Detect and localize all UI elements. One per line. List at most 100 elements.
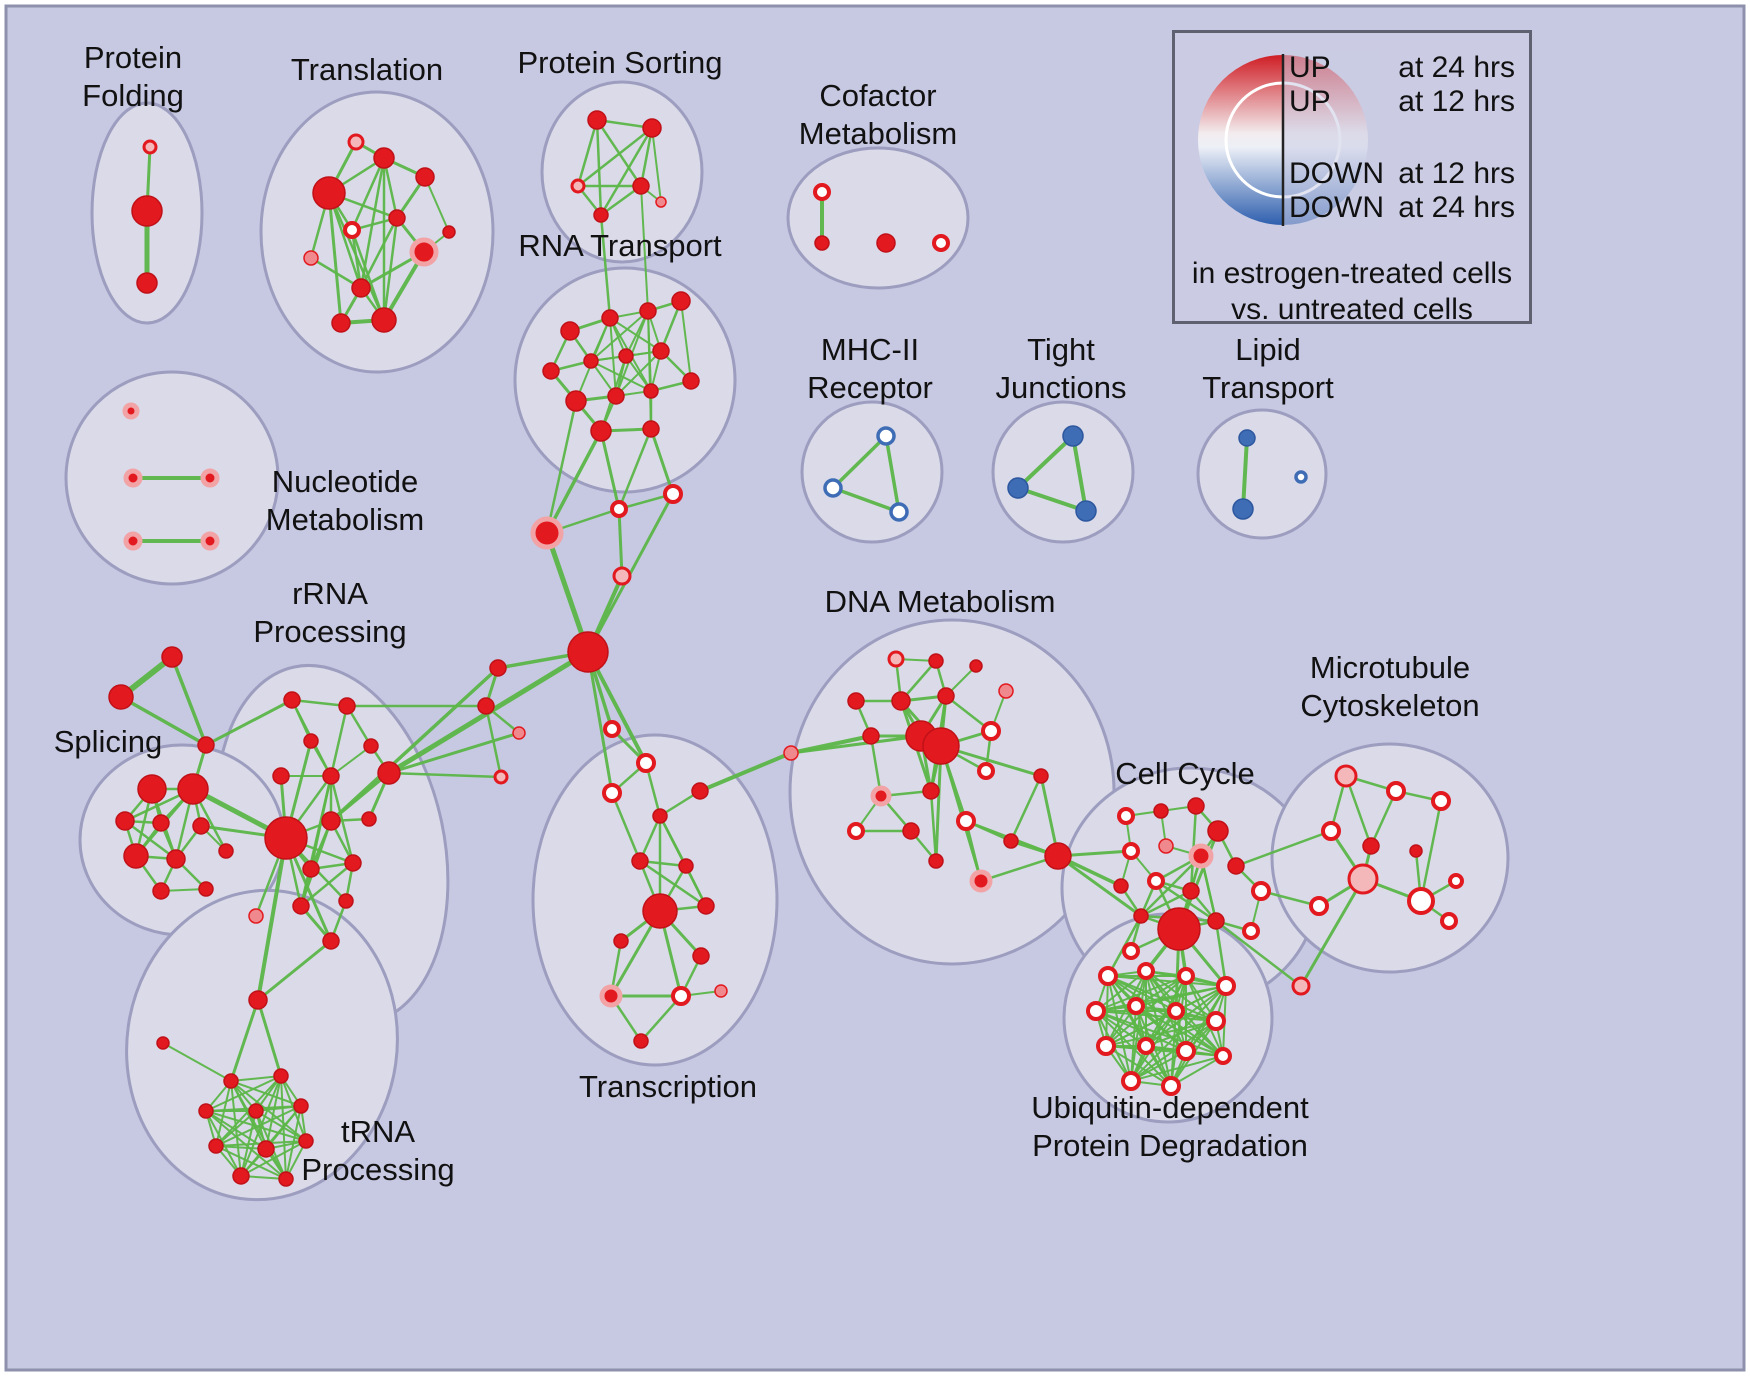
edge-hub10-hub7 — [484, 704, 503, 779]
node-mc10 — [1448, 873, 1464, 889]
node-dm7 — [998, 683, 1014, 699]
edge-tn10-tn11 — [240, 1140, 307, 1177]
cluster-label-protein-folding: Folding — [82, 78, 184, 113]
edge-tc12-tc14 — [639, 994, 683, 1043]
edge-mh2-mh3 — [831, 486, 901, 514]
legend-direction-label: DOWN — [1289, 191, 1384, 224]
node-ps3 — [570, 178, 586, 194]
cluster-label-tight-junctions: Junctions — [996, 370, 1127, 405]
node-rr10 — [361, 811, 377, 827]
node-ub13 — [1121, 1071, 1141, 1091]
cluster-label-mhc-ii-receptor: MHC-II — [821, 332, 919, 367]
edge-tr7-tr9 — [359, 216, 399, 290]
node-tc7 — [642, 893, 678, 929]
legend-time-label: at 24 hrs — [1398, 191, 1515, 224]
node-dm14 — [977, 762, 995, 780]
cluster-label-trna-processing: Processing — [301, 1152, 454, 1187]
edge-ub7-ub9 — [1105, 1010, 1177, 1047]
edge-rr8-tn1 — [256, 836, 288, 1002]
node-tn2 — [156, 1036, 170, 1050]
legend-glyph — [1198, 51, 1379, 229]
node-hub2 — [612, 566, 632, 586]
edge-ps6-ps2 — [651, 127, 662, 203]
node-tc14 — [633, 1033, 649, 1049]
edge-tr5-tr12 — [424, 176, 450, 233]
cluster-trna-processing — [125, 888, 399, 1202]
node-cc9 — [1113, 878, 1129, 894]
cluster-label-dna-metabolism: DNA Metabolism — [825, 584, 1056, 619]
node-pf3 — [136, 272, 158, 294]
node-ub14 — [1161, 1076, 1181, 1096]
node-rr3 — [303, 733, 319, 749]
node-ub3 — [1177, 967, 1195, 985]
cluster-label-lipid-transport: Transport — [1202, 370, 1334, 405]
edge-ub3-ub12 — [1185, 975, 1224, 1057]
node-dm6 — [937, 687, 955, 705]
edge-ub1-ub4 — [1107, 975, 1227, 987]
edge-tc3-link1 — [698, 751, 793, 793]
node-cm4 — [932, 234, 950, 252]
edge-mh1-mh3 — [884, 434, 901, 514]
node-rr2 — [338, 697, 356, 715]
node-tr12 — [442, 225, 456, 239]
edge-ub5-ub8 — [1095, 1010, 1217, 1022]
edge-mc5-mc2 — [1369, 789, 1398, 848]
edge-tc1-tc5 — [610, 791, 642, 863]
cluster-label-cofactor-metabolism: Metabolism — [799, 116, 958, 151]
edge-dm13-dm19 — [929, 789, 938, 863]
edge-tn4-tn5 — [205, 1075, 282, 1112]
node-cc17 — [1122, 942, 1140, 960]
node-ps6 — [655, 196, 667, 208]
edge-ps2-ps3 — [576, 126, 654, 188]
cluster-label-nucleotide-metabolism: Metabolism — [266, 502, 425, 537]
node-tr2 — [303, 250, 319, 266]
node-dm8 — [862, 727, 880, 745]
cluster-label-transcription: Transcription — [579, 1069, 757, 1104]
node-dm10 — [922, 727, 960, 765]
edge-ft1-ft3 — [170, 655, 208, 747]
node-rt8 — [652, 342, 670, 360]
node-hub1 — [567, 631, 609, 673]
edge-tn4-tn9 — [265, 1075, 282, 1150]
cluster-label-microtubule-cytoskeleton: Microtubule — [1310, 650, 1470, 685]
node-cc7 — [1188, 843, 1214, 869]
edge-tr10-tr1 — [327, 191, 343, 325]
edge-rr2-rr6 — [329, 704, 349, 778]
node-hub8 — [512, 726, 526, 740]
node-tc6 — [678, 858, 694, 874]
node-cc8 — [1227, 857, 1245, 875]
node-dm17 — [902, 822, 920, 840]
edge-ps5-rt2 — [599, 213, 612, 320]
legend-row: DOWN at 24 hrs — [1289, 191, 1515, 225]
node-ps4 — [632, 177, 650, 195]
node-cclink — [1044, 842, 1072, 870]
node-tc4 — [652, 808, 668, 824]
edge-ub8-ub9 — [1105, 1020, 1217, 1047]
node-tr9 — [351, 278, 371, 298]
edge-rr7-hub10 — [387, 771, 503, 779]
cluster-label-ubiquitin-degradation: Ubiquitin-dependent — [1031, 1090, 1309, 1125]
node-ub6 — [1127, 997, 1145, 1015]
node-rt4 — [671, 291, 691, 311]
node-cc11 — [1182, 882, 1200, 900]
edge-tr7-tr11 — [382, 216, 399, 322]
edge-cc15-ub4 — [1214, 919, 1228, 988]
node-dm2 — [928, 653, 944, 669]
edge-rr1-rr2 — [290, 698, 349, 708]
node-mc8 — [1407, 887, 1435, 915]
edge-ub5-ub11 — [1095, 1010, 1187, 1052]
node-tr11 — [371, 307, 397, 333]
node-tn11 — [232, 1167, 250, 1185]
legend-box: UP at 24 hrs UP at 12 hrs DOWN at 12 hrs… — [1172, 30, 1532, 326]
edge-rt13-hub4 — [599, 429, 621, 511]
cluster-label-nucleotide-metabolism: Nucleotide — [272, 464, 418, 499]
node-tr5 — [415, 167, 435, 187]
node-ft3 — [197, 736, 215, 754]
cluster-label-translation: Translation — [291, 52, 443, 87]
legend-row: DOWN at 12 hrs — [1289, 157, 1515, 191]
node-tn9 — [257, 1140, 275, 1158]
edge-cc15-cc10 — [1154, 879, 1218, 923]
node-tr10 — [331, 313, 351, 333]
node-cc2 — [1153, 803, 1169, 819]
node-dm21 — [1003, 833, 1019, 849]
